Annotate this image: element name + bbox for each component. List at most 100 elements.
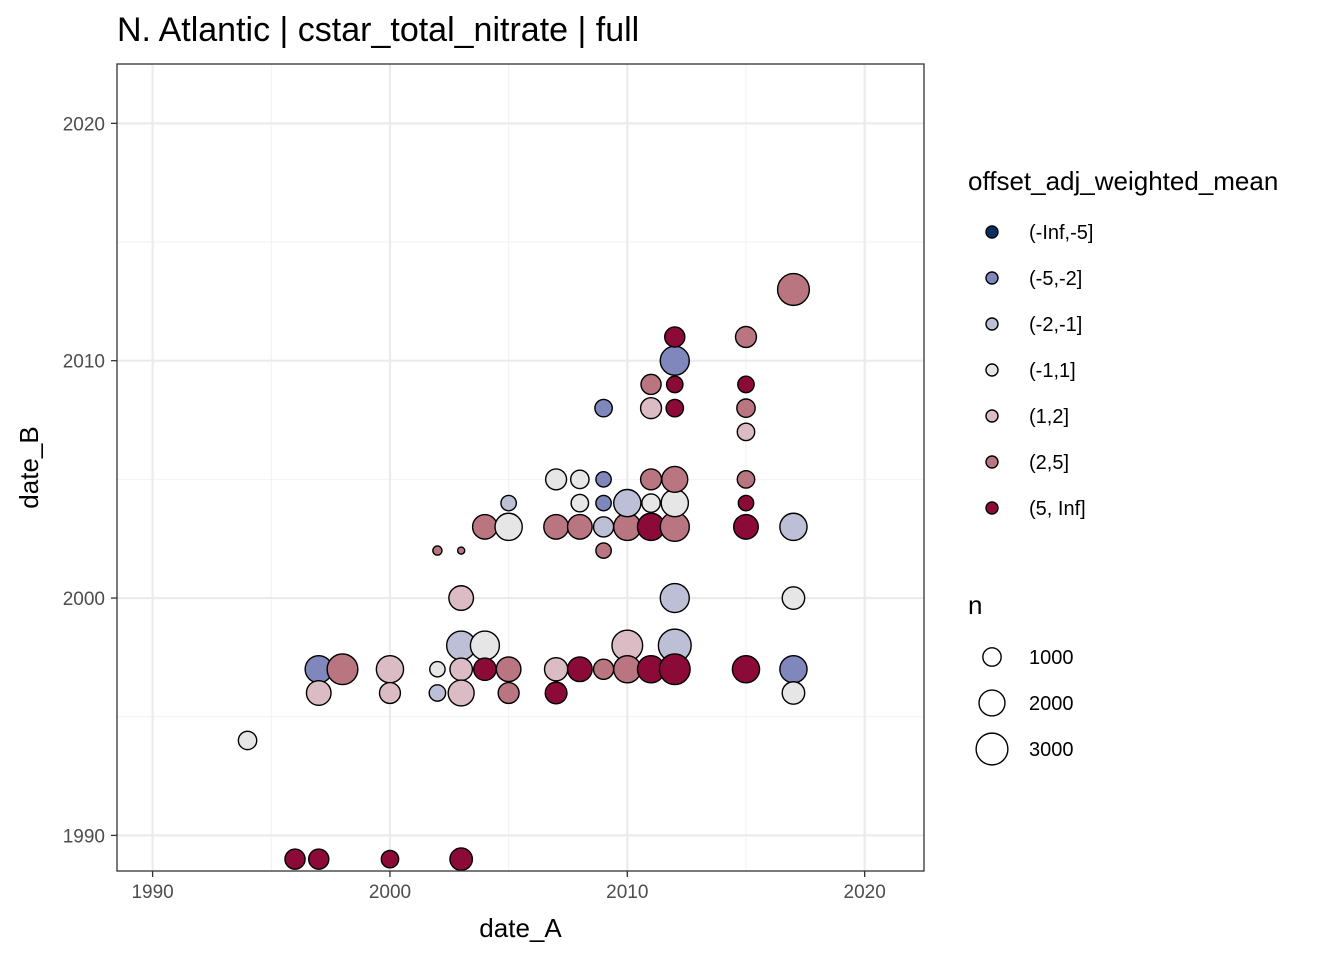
- data-point: [641, 493, 661, 513]
- data-point: [566, 513, 593, 540]
- data-point: [776, 272, 811, 307]
- data-point: [432, 545, 443, 556]
- data-point: [781, 681, 806, 705]
- data-point: [237, 730, 258, 751]
- data-point: [380, 849, 400, 869]
- data-point: [449, 847, 474, 872]
- y-tick-label: 2000: [63, 589, 105, 610]
- data-point: [326, 653, 359, 686]
- color-legend-label: (-2,-1]: [1029, 314, 1082, 336]
- size-legend-key: [978, 689, 1006, 717]
- data-point: [544, 468, 568, 491]
- data-point: [592, 516, 615, 538]
- data-point: [592, 658, 615, 681]
- data-point: [497, 681, 520, 705]
- data-point: [471, 513, 498, 540]
- size-legend-label: 2000: [1029, 693, 1074, 715]
- size-legend-key: [982, 647, 1002, 667]
- data-point: [595, 542, 612, 559]
- data-points: [237, 272, 811, 872]
- size-legend-label: 3000: [1029, 739, 1074, 761]
- color-legend-label: (5, Inf]: [1029, 498, 1086, 520]
- size-legend-label: 1000: [1029, 647, 1074, 669]
- data-point: [543, 656, 569, 682]
- data-point: [731, 654, 761, 684]
- major-gridlines: [117, 64, 924, 871]
- size-legend: n 1000 2000 3000: [968, 590, 1074, 766]
- panel-border: [116, 63, 925, 872]
- data-point: [665, 398, 685, 418]
- data-point: [495, 656, 522, 683]
- size-legend-title: n: [968, 590, 982, 620]
- data-point: [736, 422, 756, 442]
- color-legend-key: [985, 409, 999, 423]
- y-tick-label: 2010: [63, 352, 105, 373]
- color-legend-key: [985, 317, 999, 331]
- data-point: [449, 657, 474, 682]
- y-tick-label: 2020: [63, 114, 105, 135]
- data-point: [544, 681, 568, 705]
- data-point: [429, 660, 446, 678]
- data-point: [613, 488, 642, 518]
- data-point: [595, 494, 612, 512]
- data-point: [781, 586, 806, 610]
- data-point: [308, 848, 330, 870]
- data-point: [639, 468, 663, 491]
- x-tick-label: 2020: [844, 882, 886, 903]
- panel-background: [117, 64, 924, 871]
- data-point: [659, 582, 690, 614]
- data-point: [734, 325, 758, 349]
- data-point: [665, 375, 684, 394]
- data-point: [456, 546, 466, 555]
- color-legend-label: (-5,-2]: [1029, 268, 1082, 290]
- data-point: [661, 465, 689, 494]
- data-point: [779, 512, 808, 542]
- color-legend-label: (-Inf,-5]: [1029, 222, 1093, 244]
- data-point: [284, 848, 306, 870]
- color-legend-label: (-1,1]: [1029, 360, 1076, 382]
- data-point: [737, 375, 755, 394]
- color-legend-label: (2,5]: [1029, 452, 1069, 474]
- data-point: [594, 398, 613, 418]
- data-point: [428, 684, 447, 702]
- x-tick-label: 2010: [606, 882, 648, 903]
- y-axis-title: date_B: [14, 426, 44, 508]
- color-legend-title: offset_adj_weighted_mean: [968, 166, 1278, 196]
- data-point: [500, 494, 518, 512]
- color-legend: offset_adj_weighted_mean (-Inf,-5] (-5,-2…: [968, 166, 1278, 520]
- data-point: [569, 469, 590, 490]
- data-point: [664, 326, 686, 348]
- data-point: [469, 630, 501, 661]
- x-axis: 1990 2000 2010 2020: [131, 871, 886, 903]
- color-legend-label: (1,2]: [1029, 406, 1069, 428]
- data-point: [305, 679, 332, 706]
- data-point: [779, 654, 808, 684]
- chart-title: N. Atlantic | cstar_total_nitrate | full: [117, 11, 639, 49]
- data-point: [448, 585, 475, 612]
- data-point: [639, 397, 663, 420]
- data-point: [595, 470, 612, 488]
- x-tick-label: 1990: [131, 882, 173, 903]
- data-point: [659, 345, 690, 376]
- data-point: [570, 493, 590, 513]
- data-point: [566, 656, 593, 683]
- color-legend-key: [985, 225, 999, 239]
- minor-gridlines: [117, 64, 924, 871]
- data-point: [640, 373, 662, 396]
- data-point: [732, 513, 759, 540]
- data-point: [472, 657, 497, 682]
- plot-panel: [116, 63, 925, 872]
- x-tick-label: 2000: [369, 882, 411, 903]
- data-point: [660, 488, 690, 518]
- data-point: [736, 469, 756, 489]
- x-axis-title: date_A: [479, 913, 562, 943]
- data-point: [543, 513, 570, 540]
- data-point: [737, 494, 755, 512]
- color-legend-key: [985, 363, 999, 377]
- color-legend-key: [985, 455, 999, 469]
- data-point: [378, 681, 402, 705]
- y-axis: 1990 2000 2010 2020: [63, 114, 117, 847]
- data-point: [736, 398, 756, 419]
- size-legend-key: [975, 732, 1009, 766]
